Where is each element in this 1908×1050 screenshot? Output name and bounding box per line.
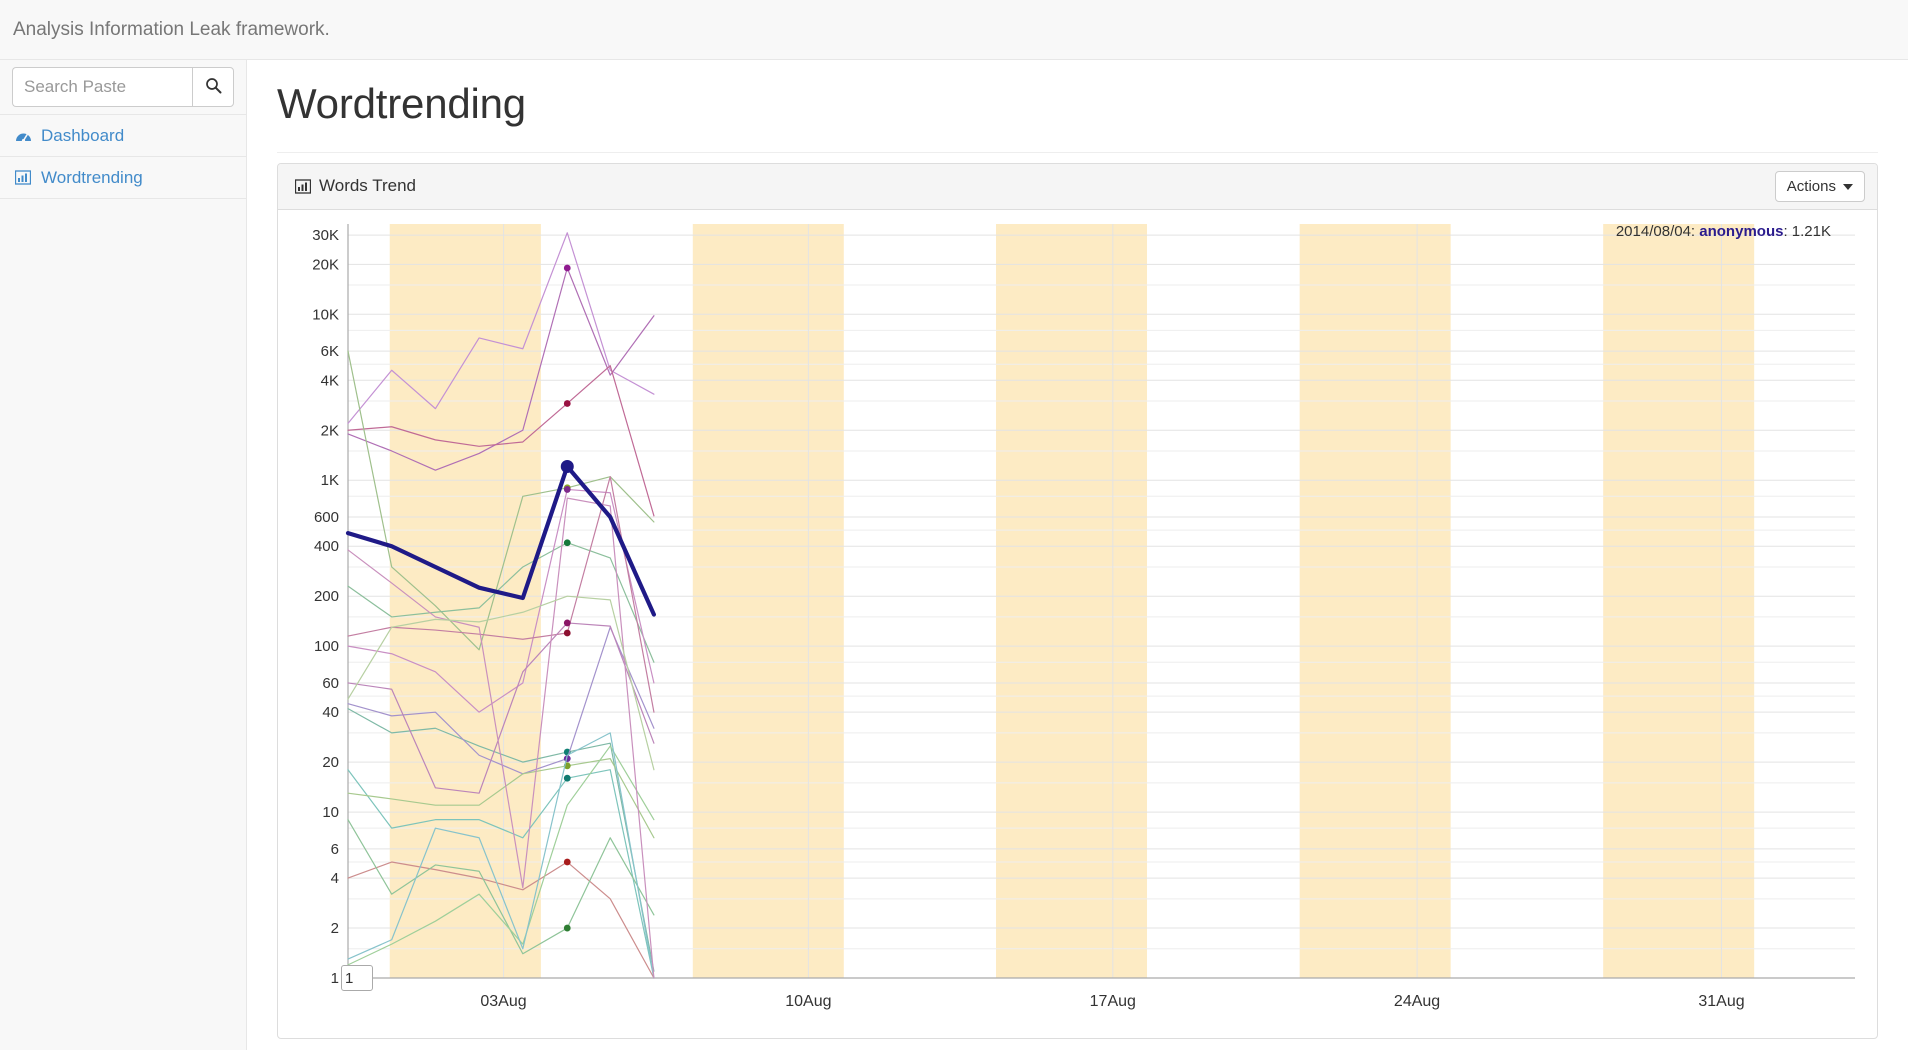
panel-title: Words Trend <box>295 176 416 196</box>
y-tick-label: 10K <box>312 306 339 323</box>
series-point <box>563 539 571 547</box>
top-navbar: Analysis Information Leak framework. <box>0 0 1908 60</box>
title-divider <box>277 152 1878 153</box>
series-line <box>347 542 655 663</box>
x-tick-label: 17Aug <box>1090 993 1136 1010</box>
search-input[interactable] <box>12 67 192 107</box>
series-line <box>347 622 655 794</box>
y-tick-label: 2 <box>331 920 339 937</box>
series-line <box>347 488 655 713</box>
y-tick-label: 1K <box>321 472 339 489</box>
series-line <box>347 497 655 979</box>
weekend-band <box>996 224 1148 978</box>
series-line <box>347 819 655 955</box>
hover-series-name: anonymous <box>1699 223 1784 240</box>
y-tick-label: 6K <box>321 343 339 360</box>
highlight-series-point <box>560 459 574 473</box>
app-brand[interactable]: Analysis Information Leak framework. <box>13 19 330 40</box>
series-point <box>563 264 571 272</box>
y-tick-label: 10 <box>322 804 339 821</box>
bar-chart-icon <box>14 170 32 186</box>
series-line <box>347 267 655 471</box>
panel-title-label: Words Trend <box>319 176 417 195</box>
series-point <box>563 774 571 782</box>
y-min-input[interactable] <box>341 965 373 991</box>
weekend-band <box>389 224 541 978</box>
series-line <box>347 365 655 517</box>
series-point <box>563 858 571 866</box>
series-point <box>563 619 571 627</box>
y-tick-label: 2K <box>321 422 339 439</box>
x-tick-label: 10Aug <box>785 993 831 1010</box>
series-line <box>347 232 655 424</box>
words-trend-chart[interactable]: 30K 20K 10K 6K 4K 2K 1K 600 400 200 100 60 40 20 10 6 4 2… <box>278 210 1877 1038</box>
y-tick-label: 400 <box>314 538 339 555</box>
dashboard-icon <box>14 128 32 144</box>
y-tick-label: 4 <box>331 870 339 887</box>
series-point <box>563 486 571 493</box>
y-tick-label: 60 <box>322 675 339 692</box>
series-point <box>563 400 571 407</box>
sidebar-item-dashboard-label: Dashboard <box>41 125 125 145</box>
weekend-band <box>692 224 844 978</box>
y-tick-label: 100 <box>314 638 339 655</box>
hover-date: 2014/08/04: <box>1615 223 1696 240</box>
main-content: Wordtrending Words Trend Actions <box>248 60 1908 1050</box>
search-form <box>12 67 234 107</box>
y-tick-label: 4K <box>321 372 339 389</box>
actions-label: Actions <box>1786 178 1836 195</box>
sidebar-divider-2 <box>0 156 247 157</box>
sidebar-item-dashboard[interactable]: Dashboard <box>0 115 247 156</box>
x-tick-label: 24Aug <box>1394 993 1440 1010</box>
page-title: Wordtrending <box>277 80 526 127</box>
bar-chart-icon <box>295 178 311 194</box>
panel-heading: Words Trend Actions <box>278 164 1877 210</box>
weekend-band <box>1603 224 1755 978</box>
x-tick-label: 31Aug <box>1698 993 1744 1010</box>
search-icon <box>205 77 222 97</box>
sidebar-divider-3 <box>0 198 247 199</box>
series-line <box>347 745 655 966</box>
sidebar: Dashboard Wordtrending <box>0 60 247 1050</box>
series-line <box>347 626 655 775</box>
series-line <box>347 769 655 979</box>
y-tick-label: 600 <box>314 509 339 526</box>
series-line <box>347 861 655 979</box>
series-line <box>347 595 655 771</box>
x-tick-label: 03Aug <box>480 993 526 1010</box>
weekend-band <box>1299 224 1451 978</box>
hover-value: : 1.21K <box>1783 223 1831 240</box>
series-line <box>347 350 655 651</box>
series-line <box>347 732 655 979</box>
y-tick-label: 200 <box>314 588 339 605</box>
y-tick-label: 20K <box>312 256 339 273</box>
sidebar-item-wordtrending-label: Wordtrending <box>41 167 143 187</box>
y-tick-label: 6 <box>331 841 339 858</box>
series-point <box>563 924 571 932</box>
chart-container: 30K 20K 10K 6K 4K 2K 1K 600 400 200 100 60 40 20 10 6 4 2… <box>278 210 1877 1038</box>
sidebar-item-wordtrending[interactable]: Wordtrending <box>0 157 247 198</box>
search-button[interactable] <box>192 67 234 107</box>
actions-dropdown-button[interactable]: Actions <box>1774 171 1865 202</box>
words-trend-panel: Words Trend Actions 30K 20K 10K 6K 4K 2K 1K 600… <box>277 163 1878 1039</box>
series-line <box>345 464 657 617</box>
y-tick-label: 20 <box>322 754 339 771</box>
chart-hover-tooltip: 2014/08/04: anonymous: 1.21K <box>1616 223 1831 240</box>
chevron-down-icon <box>1843 183 1853 190</box>
y-tick-label: 30K <box>312 227 339 244</box>
series-line <box>347 757 655 839</box>
series-point <box>563 629 571 637</box>
sidebar-divider-1 <box>0 114 247 115</box>
y-tick-label: 40 <box>322 704 339 721</box>
y-tick-label: 1 <box>331 970 339 987</box>
series-line <box>347 476 655 713</box>
